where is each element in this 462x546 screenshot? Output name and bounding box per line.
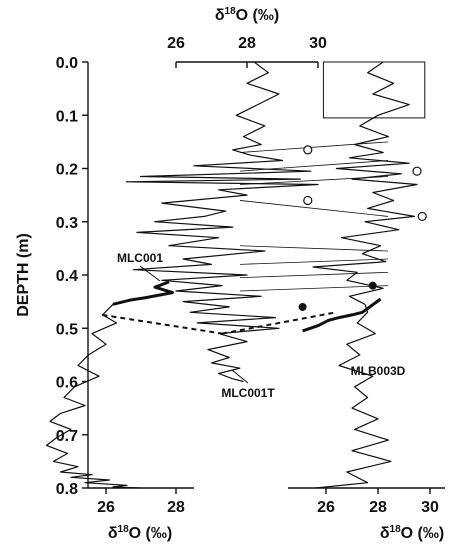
tie-line bbox=[239, 285, 389, 292]
depth-tick-label: 0.7 bbox=[56, 428, 78, 445]
top-axis-title: δ18O (‰) bbox=[215, 6, 279, 24]
left-axis-tick-label: 26 bbox=[97, 499, 115, 516]
filled-circle-marker bbox=[368, 281, 377, 290]
depth-tick-label: 0.2 bbox=[56, 162, 78, 179]
depth-axis-title: DEPTH (m) bbox=[15, 233, 32, 317]
middle-axis-tick-label: 26 bbox=[167, 35, 185, 52]
right-axis-tick-label: 28 bbox=[369, 499, 387, 516]
depth-tick-label: 0.4 bbox=[56, 268, 78, 285]
depth-tick-label: 0.6 bbox=[56, 375, 78, 392]
series-label-mlc001t-leader bbox=[231, 369, 249, 384]
right-axis-tick-label: 26 bbox=[317, 499, 335, 516]
markers bbox=[298, 145, 427, 311]
tie-line bbox=[239, 245, 389, 252]
middle-axis-tick-label: 28 bbox=[238, 35, 256, 52]
tie-line bbox=[239, 200, 389, 217]
left-axis-tick-label: 28 bbox=[167, 499, 185, 516]
open-circle-marker bbox=[417, 211, 427, 222]
right-axis-tick-label: 30 bbox=[421, 499, 439, 516]
filled-circle-marker bbox=[298, 302, 307, 311]
series-line-mlc001 bbox=[45, 281, 174, 489]
depth-tick-label: 0.0 bbox=[56, 55, 78, 72]
series-label-mlc001: MLC001 bbox=[117, 251, 163, 265]
tie-line bbox=[239, 271, 389, 279]
middle-axis-tick-label: 30 bbox=[309, 35, 327, 52]
depth-axis-ticks: 0.0 0.1 0.2 0.3 0.4 0.5 0.6 0.7 0.8 bbox=[56, 55, 88, 498]
dashed-link bbox=[102, 313, 223, 335]
tie-line bbox=[239, 258, 389, 265]
open-circle-marker bbox=[303, 195, 313, 206]
bottom-left-axis-ticks: 26 28 bbox=[97, 488, 185, 516]
series-line-mlb003d bbox=[312, 61, 418, 489]
tie-line bbox=[239, 141, 389, 153]
dashed-link bbox=[221, 311, 337, 335]
traces bbox=[45, 61, 418, 489]
top-axis-ticks: 26 28 30 bbox=[167, 35, 327, 68]
bottom-left-axis-title: δ18O (‰) bbox=[108, 524, 172, 542]
open-circle-marker bbox=[412, 166, 422, 176]
series-label-mlb003d: MLB003D bbox=[351, 364, 406, 378]
depth-tick-label: 0.8 bbox=[56, 481, 78, 498]
series-label-mlc001t: MLC001T bbox=[221, 386, 275, 400]
bottom-right-axis-title: δ18O (‰) bbox=[380, 524, 444, 542]
inset-box bbox=[322, 61, 426, 119]
tie-lines bbox=[239, 141, 389, 292]
series-bold-mlc001t bbox=[302, 297, 382, 333]
bottom-right-axis-ticks: 26 28 30 bbox=[317, 488, 439, 516]
open-circle-marker bbox=[303, 145, 313, 155]
series-bold-mlc001 bbox=[112, 280, 174, 306]
depth-tick-label: 0.3 bbox=[56, 215, 78, 232]
series-label-mlc001-leader bbox=[139, 265, 161, 282]
series-line-mlc001t bbox=[125, 61, 319, 383]
depth-tick-label: 0.5 bbox=[56, 321, 78, 338]
depth-tick-label: 0.1 bbox=[56, 108, 78, 125]
